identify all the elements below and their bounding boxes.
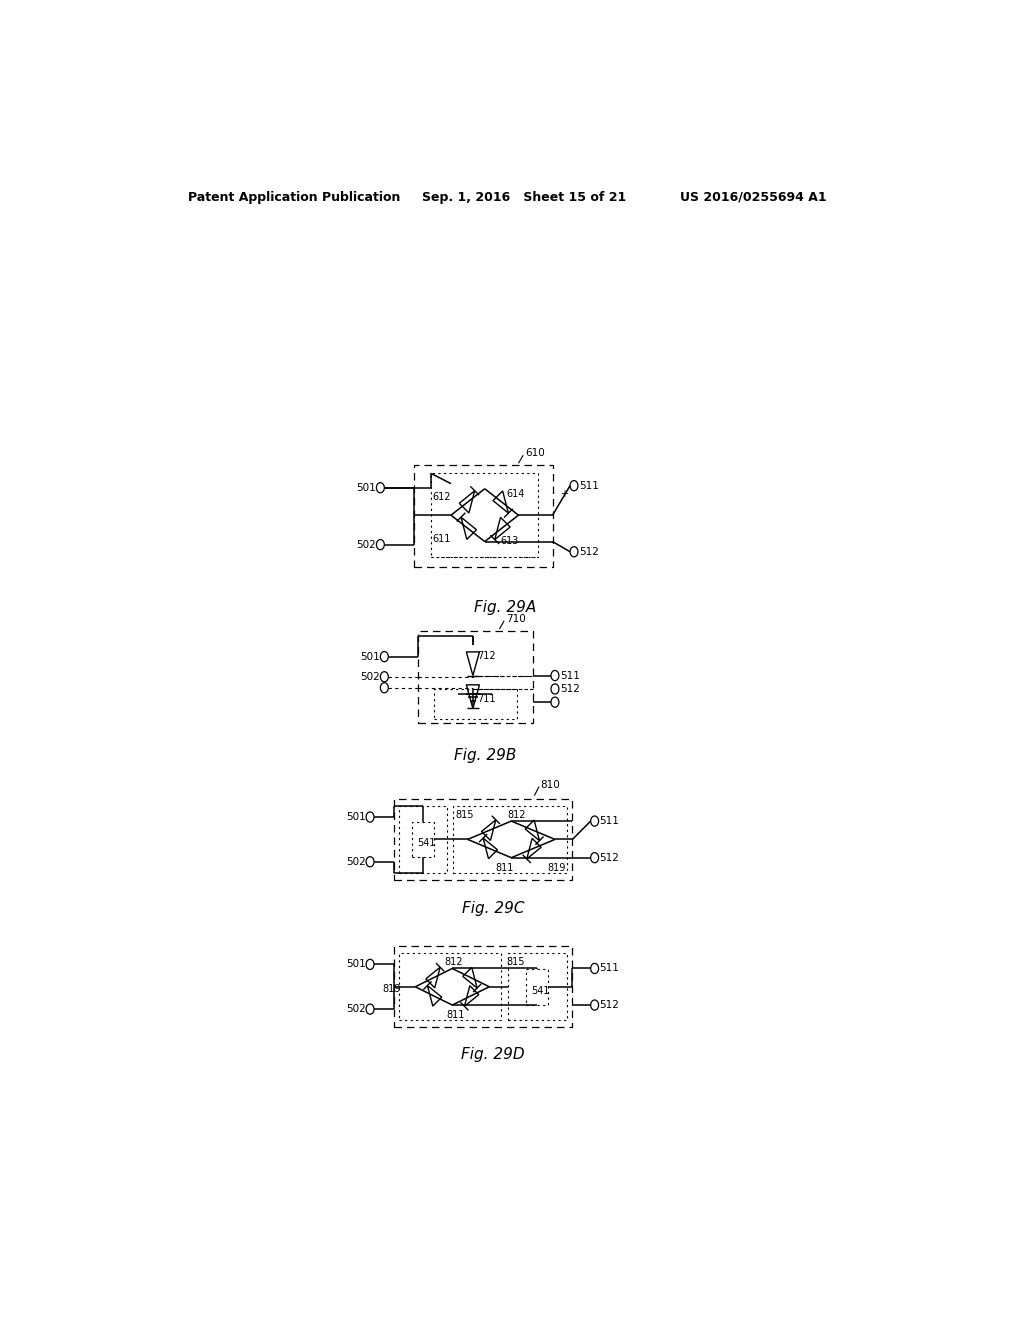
Text: 502: 502 bbox=[360, 672, 380, 681]
Text: 614: 614 bbox=[506, 488, 524, 499]
Bar bbox=[399, 953, 501, 1020]
Text: 711: 711 bbox=[477, 694, 497, 705]
Text: 512: 512 bbox=[599, 853, 620, 863]
Text: Fig. 29B: Fig. 29B bbox=[454, 747, 516, 763]
Bar bbox=[433, 689, 517, 719]
Text: 819: 819 bbox=[383, 983, 401, 994]
Text: Patent Application Publication: Patent Application Publication bbox=[187, 190, 400, 203]
Text: 511: 511 bbox=[580, 480, 599, 491]
Text: +: + bbox=[560, 488, 568, 499]
Bar bbox=[394, 799, 572, 880]
Text: Fig. 29A: Fig. 29A bbox=[474, 601, 537, 615]
Bar bbox=[394, 946, 572, 1027]
Bar bbox=[414, 466, 553, 568]
Text: 811: 811 bbox=[496, 863, 514, 873]
Text: 511: 511 bbox=[599, 816, 620, 826]
Text: 611: 611 bbox=[433, 533, 452, 544]
Text: 710: 710 bbox=[506, 614, 525, 624]
Text: 511: 511 bbox=[560, 671, 580, 681]
Bar bbox=[508, 953, 567, 1020]
Bar bbox=[399, 805, 447, 873]
Text: 613: 613 bbox=[500, 536, 518, 545]
Text: 502: 502 bbox=[346, 1005, 367, 1014]
Text: 502: 502 bbox=[356, 540, 377, 549]
Text: 501: 501 bbox=[346, 960, 367, 969]
Text: 502: 502 bbox=[346, 857, 367, 867]
Text: 512: 512 bbox=[580, 546, 599, 557]
Text: US 2016/0255694 A1: US 2016/0255694 A1 bbox=[680, 190, 826, 203]
Text: Sep. 1, 2016   Sheet 15 of 21: Sep. 1, 2016 Sheet 15 of 21 bbox=[422, 190, 626, 203]
Bar bbox=[412, 821, 434, 857]
Bar bbox=[418, 631, 532, 722]
Text: 812: 812 bbox=[444, 957, 463, 968]
Text: 511: 511 bbox=[599, 964, 620, 973]
Text: 541: 541 bbox=[417, 838, 435, 849]
Bar bbox=[431, 474, 539, 557]
Text: 610: 610 bbox=[524, 449, 545, 458]
Text: 819: 819 bbox=[547, 863, 565, 873]
Text: 501: 501 bbox=[346, 812, 367, 822]
Text: 541: 541 bbox=[530, 986, 549, 995]
Text: 812: 812 bbox=[507, 810, 526, 820]
Bar bbox=[526, 969, 548, 1005]
Text: 810: 810 bbox=[541, 780, 560, 789]
Text: Fig. 29D: Fig. 29D bbox=[461, 1047, 525, 1063]
Text: 501: 501 bbox=[360, 652, 380, 661]
Text: 612: 612 bbox=[433, 492, 452, 502]
Text: 712: 712 bbox=[477, 651, 497, 661]
Text: 501: 501 bbox=[356, 483, 377, 492]
Bar bbox=[454, 805, 567, 873]
Text: Fig. 29C: Fig. 29C bbox=[462, 902, 524, 916]
Text: 815: 815 bbox=[506, 957, 524, 968]
Text: 512: 512 bbox=[599, 1001, 620, 1010]
Text: 815: 815 bbox=[455, 810, 473, 820]
Text: 512: 512 bbox=[560, 684, 580, 694]
Text: 811: 811 bbox=[445, 1010, 464, 1020]
